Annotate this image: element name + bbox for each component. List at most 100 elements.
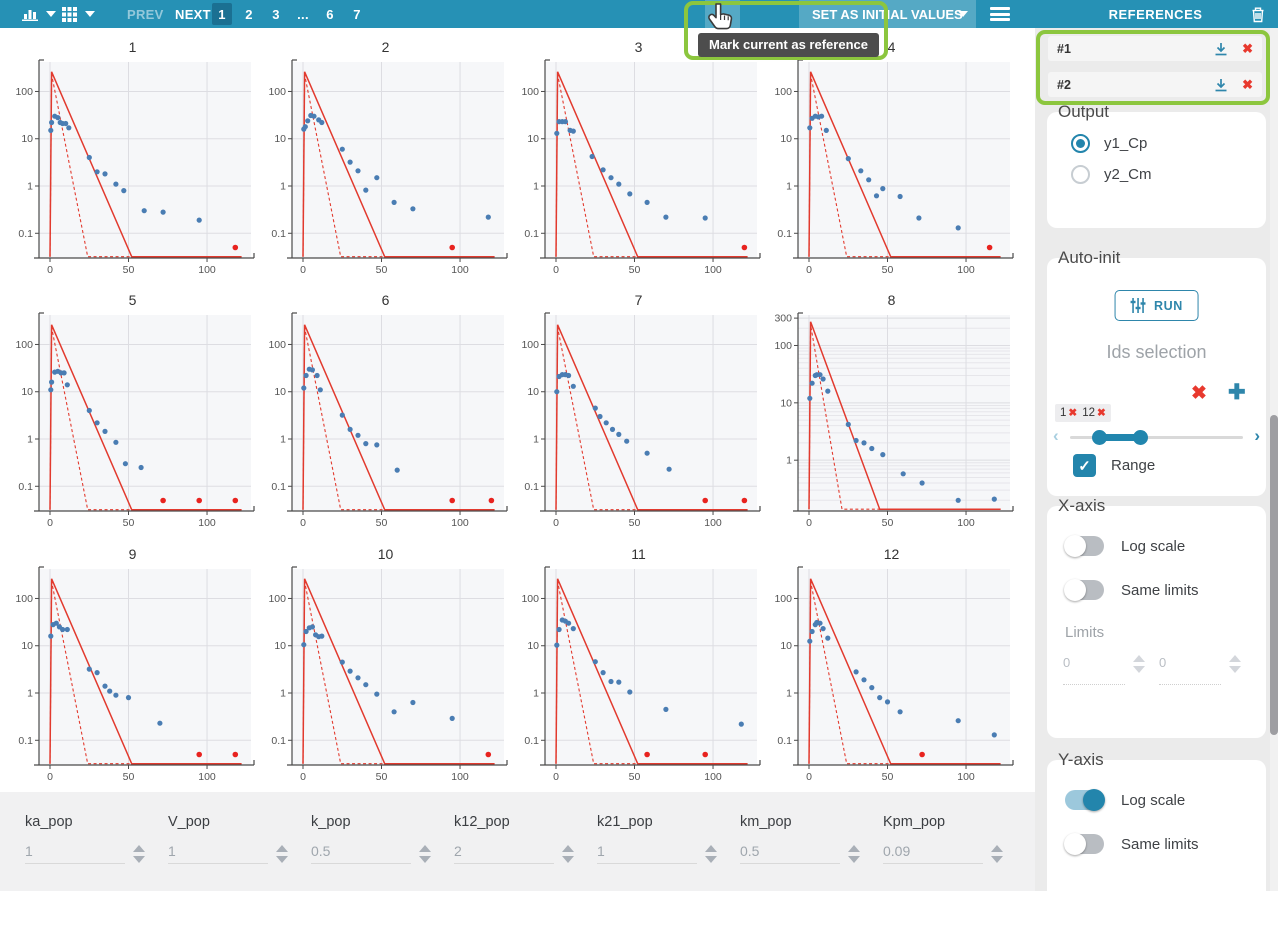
x-limit-max-input[interactable]: 0 xyxy=(1159,655,1221,685)
subplot-11[interactable]: 11 0.1 1 10 100 0 50 100 xyxy=(512,539,765,789)
x-limit-max-stepper[interactable] xyxy=(1229,655,1241,673)
radio-icon[interactable] xyxy=(1071,134,1090,153)
spinner-up-icon[interactable] xyxy=(991,844,1003,852)
x-limit-min-stepper[interactable] xyxy=(1133,655,1145,673)
page-button-7[interactable]: 7 xyxy=(353,6,361,22)
grid-layout-button[interactable] xyxy=(62,0,95,28)
parameter-value-input[interactable]: 0.5 xyxy=(740,843,840,864)
subplot-12[interactable]: 12 0.1 1 10 100 0 50 100 xyxy=(765,539,1018,789)
reference-row-1[interactable]: #1 ✖ xyxy=(1048,36,1262,61)
y-same-limits-toggle[interactable] xyxy=(1064,833,1104,855)
delete-all-references-button[interactable] xyxy=(1250,6,1266,23)
range-checkbox[interactable]: ✓ xyxy=(1073,454,1096,477)
page-button-6[interactable]: 6 xyxy=(326,6,334,22)
set-initial-dropdown-button[interactable] xyxy=(953,0,973,28)
parameter-stepper[interactable] xyxy=(419,844,431,863)
subplot-5[interactable]: 5 0.1 1 10 100 0 50 100 xyxy=(6,285,259,535)
remove-reference-button[interactable]: ✖ xyxy=(1242,77,1253,92)
spinner-down-icon[interactable] xyxy=(133,855,145,863)
page-button-3[interactable]: 3 xyxy=(272,6,280,22)
subplot-1[interactable]: 1 0.1 1 10 100 0 50 100 xyxy=(6,32,259,282)
slider-handle-right[interactable] xyxy=(1133,430,1148,445)
subplot-10[interactable]: 10 0.1 1 10 100 0 50 100 xyxy=(259,539,512,789)
parameter-value-input[interactable]: 0.09 xyxy=(883,843,983,864)
add-id-icon[interactable]: ✚ xyxy=(1228,381,1246,404)
prev-page-button[interactable]: PREV xyxy=(127,6,164,22)
parameter-value-input[interactable]: 1 xyxy=(168,843,268,864)
output-option-y2_Cm[interactable]: y2_Cm xyxy=(1071,165,1250,184)
remove-id-icon[interactable]: ✖ xyxy=(1097,406,1106,419)
spinner-up-icon[interactable] xyxy=(276,844,288,852)
run-button[interactable]: RUN xyxy=(1114,290,1199,321)
parameter-value-input[interactable]: 1 xyxy=(597,843,697,864)
spinner-up-icon[interactable] xyxy=(1229,655,1241,662)
plot-canvas[interactable]: 1 10 100 300 0 50 100 xyxy=(765,309,1018,531)
subplot-2[interactable]: 2 0.1 1 10 100 0 50 100 xyxy=(259,32,512,282)
slider-handle-left[interactable] xyxy=(1092,430,1107,445)
spinner-down-icon[interactable] xyxy=(848,855,860,863)
menu-button[interactable] xyxy=(990,7,1010,21)
plot-canvas[interactable]: 0.1 1 10 100 0 50 100 xyxy=(6,563,259,785)
parameter-value-input[interactable]: 1 xyxy=(25,843,125,864)
radio-icon[interactable] xyxy=(1071,165,1090,184)
set-as-initial-values-button[interactable]: SET AS INITIAL VALUES xyxy=(799,0,976,28)
spinner-down-icon[interactable] xyxy=(419,855,431,863)
panel-scrollbar[interactable] xyxy=(1270,28,1278,891)
parameter-value-input[interactable]: 0.5 xyxy=(311,843,411,864)
chevron-left-icon[interactable]: ‹ xyxy=(1053,426,1059,445)
slider-track[interactable] xyxy=(1070,436,1243,439)
clear-ids-icon[interactable]: ✖ xyxy=(1191,383,1207,404)
spinner-up-icon[interactable] xyxy=(848,844,860,852)
subplot-4[interactable]: 4 0.1 1 10 100 0 50 100 xyxy=(765,32,1018,282)
spinner-down-icon[interactable] xyxy=(1133,666,1145,673)
spinner-up-icon[interactable] xyxy=(419,844,431,852)
plot-canvas[interactable]: 0.1 1 10 100 0 50 100 xyxy=(6,309,259,531)
spinner-up-icon[interactable] xyxy=(1133,655,1145,662)
plot-canvas[interactable]: 0.1 1 10 100 0 50 100 xyxy=(512,309,765,531)
spinner-up-icon[interactable] xyxy=(705,844,717,852)
remove-reference-button[interactable]: ✖ xyxy=(1242,41,1253,56)
parameter-stepper[interactable] xyxy=(991,844,1003,863)
spinner-down-icon[interactable] xyxy=(705,855,717,863)
y-log-scale-toggle[interactable] xyxy=(1065,789,1105,811)
page-button-...[interactable]: ... xyxy=(297,6,309,22)
spinner-up-icon[interactable] xyxy=(562,844,574,852)
plot-type-button[interactable] xyxy=(22,0,56,28)
x-same-limits-toggle[interactable] xyxy=(1064,579,1104,601)
download-reference-button[interactable] xyxy=(1214,78,1228,92)
plot-canvas[interactable]: 0.1 1 10 100 0 50 100 xyxy=(6,56,259,278)
plot-canvas[interactable]: 0.1 1 10 100 0 50 100 xyxy=(259,309,512,531)
plot-canvas[interactable]: 0.1 1 10 100 0 50 100 xyxy=(512,563,765,785)
parameter-value-input[interactable]: 2 xyxy=(454,843,554,864)
page-button-2[interactable]: 2 xyxy=(245,6,253,22)
plot-canvas[interactable]: 0.1 1 10 100 0 50 100 xyxy=(765,56,1018,278)
spinner-down-icon[interactable] xyxy=(562,855,574,863)
next-page-button[interactable]: NEXT xyxy=(175,6,211,22)
x-limit-min-input[interactable]: 0 xyxy=(1063,655,1125,685)
parameter-stepper[interactable] xyxy=(705,844,717,863)
plot-canvas[interactable]: 0.1 1 10 100 0 50 100 xyxy=(259,563,512,785)
chevron-right-icon[interactable]: › xyxy=(1254,426,1260,445)
subplot-7[interactable]: 7 0.1 1 10 100 0 50 100 xyxy=(512,285,765,535)
parameter-stepper[interactable] xyxy=(848,844,860,863)
subplot-6[interactable]: 6 0.1 1 10 100 0 50 100 xyxy=(259,285,512,535)
output-option-y1_Cp[interactable]: y1_Cp xyxy=(1071,134,1250,153)
plot-canvas[interactable]: 0.1 1 10 100 0 50 100 xyxy=(765,563,1018,785)
spinner-down-icon[interactable] xyxy=(276,855,288,863)
parameter-stepper[interactable] xyxy=(133,844,145,863)
download-reference-button[interactable] xyxy=(1214,42,1228,56)
parameter-stepper[interactable] xyxy=(562,844,574,863)
spinner-up-icon[interactable] xyxy=(133,844,145,852)
page-button-1[interactable]: 1 xyxy=(212,3,232,25)
remove-id-icon[interactable]: ✖ xyxy=(1068,406,1078,419)
scrollbar-thumb[interactable] xyxy=(1270,415,1278,735)
subplot-3[interactable]: 3 0.1 1 10 100 0 50 100 xyxy=(512,32,765,282)
subplot-8[interactable]: 8 1 10 100 300 0 50 100 xyxy=(765,285,1018,535)
reference-row-2[interactable]: #2 ✖ xyxy=(1048,72,1262,97)
parameter-stepper[interactable] xyxy=(276,844,288,863)
spinner-down-icon[interactable] xyxy=(991,855,1003,863)
subplot-9[interactable]: 9 0.1 1 10 100 0 50 100 xyxy=(6,539,259,789)
plot-canvas[interactable]: 0.1 1 10 100 0 50 100 xyxy=(259,56,512,278)
plot-canvas[interactable]: 0.1 1 10 100 0 50 100 xyxy=(512,56,765,278)
spinner-down-icon[interactable] xyxy=(1229,666,1241,673)
